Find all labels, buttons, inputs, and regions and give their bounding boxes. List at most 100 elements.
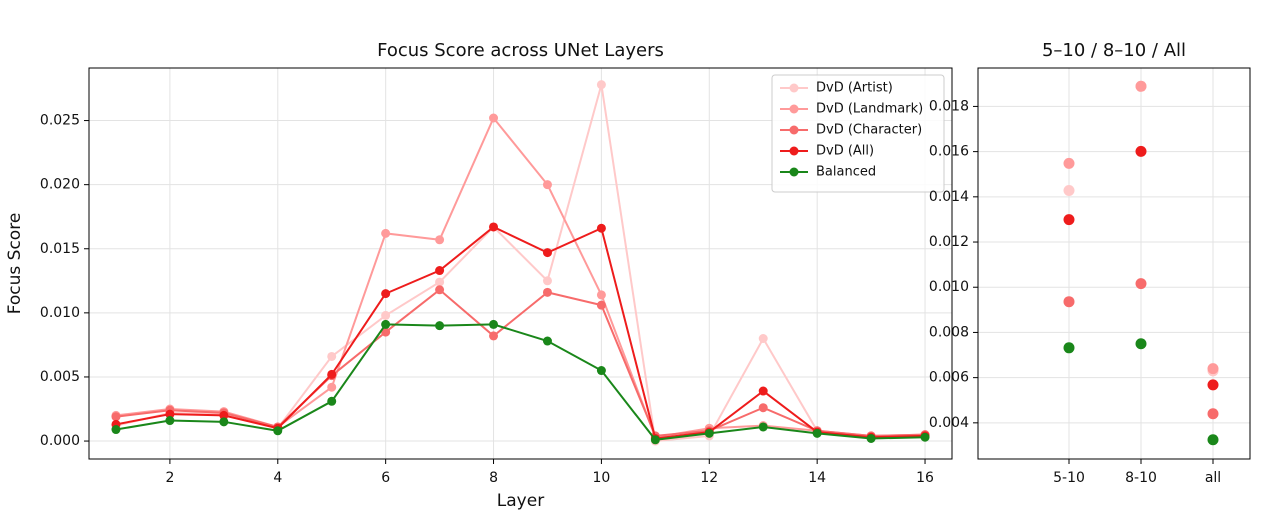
point [1207,434,1219,446]
point [1207,408,1219,420]
point [435,321,445,331]
point [381,310,391,320]
point [758,422,768,432]
legend-marker [789,83,799,93]
point [435,285,445,295]
point [327,351,337,361]
point [111,412,121,422]
point [165,409,175,419]
legend-marker [789,104,799,114]
x-tick-label: 8 [489,470,498,486]
legend-label: DvD (All) [816,144,874,159]
x-tick-label: 12 [700,470,718,486]
legend-marker [789,125,799,135]
point [381,228,391,238]
y-tick-label: 0.006 [929,370,969,386]
legend: DvD (Artist) DvD (Landmark) DvD (Character… [771,74,945,193]
point [812,428,822,438]
point [381,327,391,337]
chart-title: 5–10 / 8–10 / All [1042,40,1186,61]
point [542,180,552,190]
point [435,277,445,287]
point [219,417,229,427]
point [596,366,606,376]
y-axis-label: Focus Score [5,213,25,315]
point [1207,379,1219,391]
y-tick-label: 0.000 [40,433,80,449]
y-tick-label: 0.025 [40,113,80,129]
y-tick-label: 0.020 [40,177,80,193]
point [327,382,337,392]
point [758,403,768,413]
x-tick-label: 14 [808,470,826,486]
x-axis-label: Layer [497,491,544,511]
y-tick-label: 0.004 [929,415,969,431]
x-tick-label: 6 [381,470,390,486]
point [1135,145,1147,157]
point [596,80,606,90]
point [489,331,499,341]
point [650,435,660,445]
y-tick-label: 0.005 [40,369,80,385]
x-tick-label: all [1205,470,1221,486]
legend-label: DvD (Landmark) [816,102,923,117]
x-tick-label: 5-10 [1053,470,1085,486]
point [489,113,499,123]
point [435,235,445,245]
point [596,300,606,310]
y-tick-label: 0.010 [929,279,969,295]
y-tick-label: 0.010 [40,305,80,321]
series-line [115,225,926,440]
point [1063,296,1075,308]
point [758,386,768,396]
y-tick-label: 0.016 [929,144,969,160]
point [542,287,552,297]
x-tick-label: 10 [592,470,610,486]
point [1207,363,1219,375]
panel: 0.000 0.005 0.010 0.015 0.020 0.025 2 4 6 8 10 12 14… [5,40,953,511]
point [111,425,121,435]
point [381,289,391,299]
point [1063,184,1075,196]
y-tick-label: 0.014 [929,189,969,205]
point [1063,157,1075,169]
point [435,266,445,276]
point [327,396,337,406]
legend-label: DvD (Artist) [816,81,893,96]
point [542,276,552,286]
axes-frame [977,67,1251,460]
legend-label: Balanced [816,165,876,180]
point [165,416,175,426]
y-tick-label: 0.015 [40,241,80,257]
point [596,290,606,300]
y-tick-label: 0.018 [929,98,969,114]
point [1063,342,1075,354]
legend-marker [789,167,799,177]
legend-marker [789,146,799,156]
legend-box [771,74,945,193]
x-tick-label: 2 [165,470,174,486]
point [1135,80,1147,92]
point [1063,214,1075,226]
point [758,333,768,343]
point [1135,338,1147,350]
series-line [115,323,926,441]
point [381,319,391,329]
axes-frame [88,67,953,460]
x-tick-label: 16 [916,470,934,486]
point [596,223,606,233]
point [542,248,552,258]
x-tick-label: 4 [273,470,282,486]
point [489,319,499,329]
point [489,222,499,232]
point [866,433,876,443]
y-tick-label: 0.008 [929,324,969,340]
chart-title: Focus Score across UNet Layers [377,40,664,61]
point [704,428,714,438]
series-line [115,288,926,437]
point [219,410,229,420]
point [542,336,552,346]
point [327,369,337,379]
y-tick-label: 0.012 [929,234,969,250]
